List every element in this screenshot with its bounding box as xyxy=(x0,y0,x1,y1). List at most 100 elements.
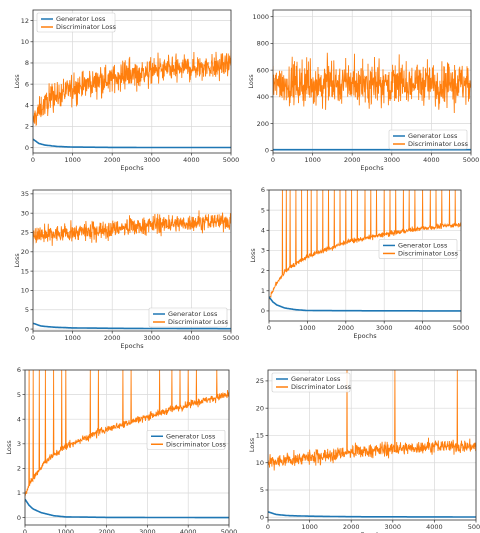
y-axis-label: Loss xyxy=(13,74,21,89)
y-tick-label: 4 xyxy=(17,415,21,423)
x-tick-label: 5000 xyxy=(453,324,470,332)
y-tick-label: 20 xyxy=(21,248,29,256)
x-axis-label: Epochs xyxy=(360,531,384,533)
y-tick-label: 25 xyxy=(21,229,29,237)
legend-generator-label: Generator Loss xyxy=(291,375,341,383)
generator-loss-line xyxy=(25,498,229,519)
series-group xyxy=(33,210,231,330)
legend-box xyxy=(36,12,116,33)
x-tick-label: 1000 xyxy=(64,156,81,164)
x-tick-label: 0 xyxy=(266,523,270,531)
axes-frame xyxy=(32,189,232,332)
y-tick-label: 3 xyxy=(261,247,265,255)
x-tick-label: 5000 xyxy=(468,523,480,531)
y-tick-label: 400 xyxy=(257,93,269,101)
y-tick-label: 6 xyxy=(17,366,21,374)
x-tick-label: 1000 xyxy=(58,528,75,533)
legend-discriminator-label: Discriminator Loss xyxy=(166,440,227,448)
y-axis-label: Loss xyxy=(248,437,256,452)
x-axis-label: Epochs xyxy=(120,342,144,350)
generator-loss-line xyxy=(33,322,231,330)
x-tick-label: 3000 xyxy=(385,523,402,531)
legend-discriminator-label: Discriminator Loss xyxy=(408,140,469,148)
x-axis-label: Epochs xyxy=(120,164,144,172)
y-axis-label: Loss xyxy=(247,74,255,89)
axes-frame xyxy=(268,189,462,322)
generator-loss-line xyxy=(269,296,461,312)
x-tick-label: 1000 xyxy=(301,523,318,531)
legend-generator-label: Generator Loss xyxy=(56,15,106,23)
y-tick-label: 800 xyxy=(257,40,269,48)
axes-frame xyxy=(32,9,232,154)
x-tick-label: 5000 xyxy=(221,528,238,533)
series-group xyxy=(269,190,461,312)
x-tick-label: 5000 xyxy=(223,334,240,342)
legend-generator-label: Generator Loss xyxy=(408,132,458,140)
legend-generator-label: Generator Loss xyxy=(166,432,216,440)
legend-discriminator-label: Discriminator Loss xyxy=(168,318,229,326)
x-tick-label: 3000 xyxy=(384,156,401,164)
x-tick-label: 2000 xyxy=(98,528,115,533)
legend-box xyxy=(378,239,458,259)
series-group xyxy=(273,52,471,151)
y-tick-label: 0 xyxy=(17,514,21,522)
legend-discriminator-label: Discriminator Loss xyxy=(56,23,117,31)
x-tick-label: 4000 xyxy=(423,156,440,164)
x-tick-label: 4000 xyxy=(180,528,197,533)
y-tick-label: 10 xyxy=(21,38,29,46)
x-tick-label: 1000 xyxy=(304,156,321,164)
x-tick-label: 5000 xyxy=(223,156,240,164)
discriminator-loss-line xyxy=(25,370,229,497)
y-tick-label: 600 xyxy=(257,66,269,74)
legend-generator-label: Generator Loss xyxy=(398,242,448,250)
x-axis-label: Epochs xyxy=(360,164,384,172)
chart-panel-1: 0 1000 2000 3000 4000 5000 0 2 4 6 8 10 12 Epochs Loss… xyxy=(13,9,240,172)
y-tick-label: 200 xyxy=(257,120,269,128)
legend-box xyxy=(388,129,468,150)
y-tick-label: 1000 xyxy=(252,13,269,21)
x-tick-label: 5000 xyxy=(463,156,480,164)
series-group xyxy=(33,49,231,149)
axes-frame xyxy=(272,9,472,154)
x-tick-label: 3000 xyxy=(139,528,156,533)
y-tick-label: 6 xyxy=(25,80,29,88)
y-tick-label: 0 xyxy=(265,147,269,155)
y-tick-label: 1 xyxy=(261,287,265,295)
x-tick-label: 4000 xyxy=(426,523,443,531)
y-tick-label: 4 xyxy=(261,227,265,235)
y-tick-label: 3 xyxy=(17,440,21,448)
y-tick-label: 5 xyxy=(17,391,21,399)
y-tick-label: 4 xyxy=(25,102,29,110)
y-tick-label: 35 xyxy=(21,190,29,198)
x-tick-label: 0 xyxy=(31,334,35,342)
y-tick-label: 2 xyxy=(17,465,21,473)
chart-panel-5: 0100020003000400050000123456EpochsLossGe… xyxy=(5,366,237,533)
x-tick-label: 3000 xyxy=(144,334,161,342)
x-tick-label: 1000 xyxy=(299,324,316,332)
discriminator-loss-line xyxy=(33,49,231,127)
y-tick-label: 10 xyxy=(256,459,264,467)
x-tick-label: 2000 xyxy=(343,523,360,531)
x-tick-label: 4000 xyxy=(183,156,200,164)
y-tick-label: 12 xyxy=(21,17,29,25)
axes-frame xyxy=(24,369,230,526)
chart-panel-3: 0 1000 2000 3000 4000 5000 0 5 10 15 20 25 30 35 Epoch… xyxy=(13,189,240,350)
chart-panel-4: 0 1000 2000 3000 4000 5000 0 1 2 3 4 5 6 Epochs Loss Ge… xyxy=(249,186,469,340)
x-tick-label: 3000 xyxy=(144,156,161,164)
generator-loss-line xyxy=(268,511,476,518)
series-group xyxy=(25,370,229,519)
x-tick-label: 4000 xyxy=(183,334,200,342)
generator-loss-line xyxy=(33,138,231,149)
chart-panel-6: 0 1000 2000 3000 4000 5000 0 5 10 15 20 25 Epochs Los… xyxy=(248,369,480,533)
y-tick-label: 25 xyxy=(256,377,264,385)
series-group xyxy=(268,370,476,518)
y-tick-label: 8 xyxy=(25,59,29,67)
x-tick-label: 0 xyxy=(267,324,271,332)
discriminator-loss-line xyxy=(268,370,476,471)
legend-discriminator-label: Discriminator Loss xyxy=(398,250,459,258)
